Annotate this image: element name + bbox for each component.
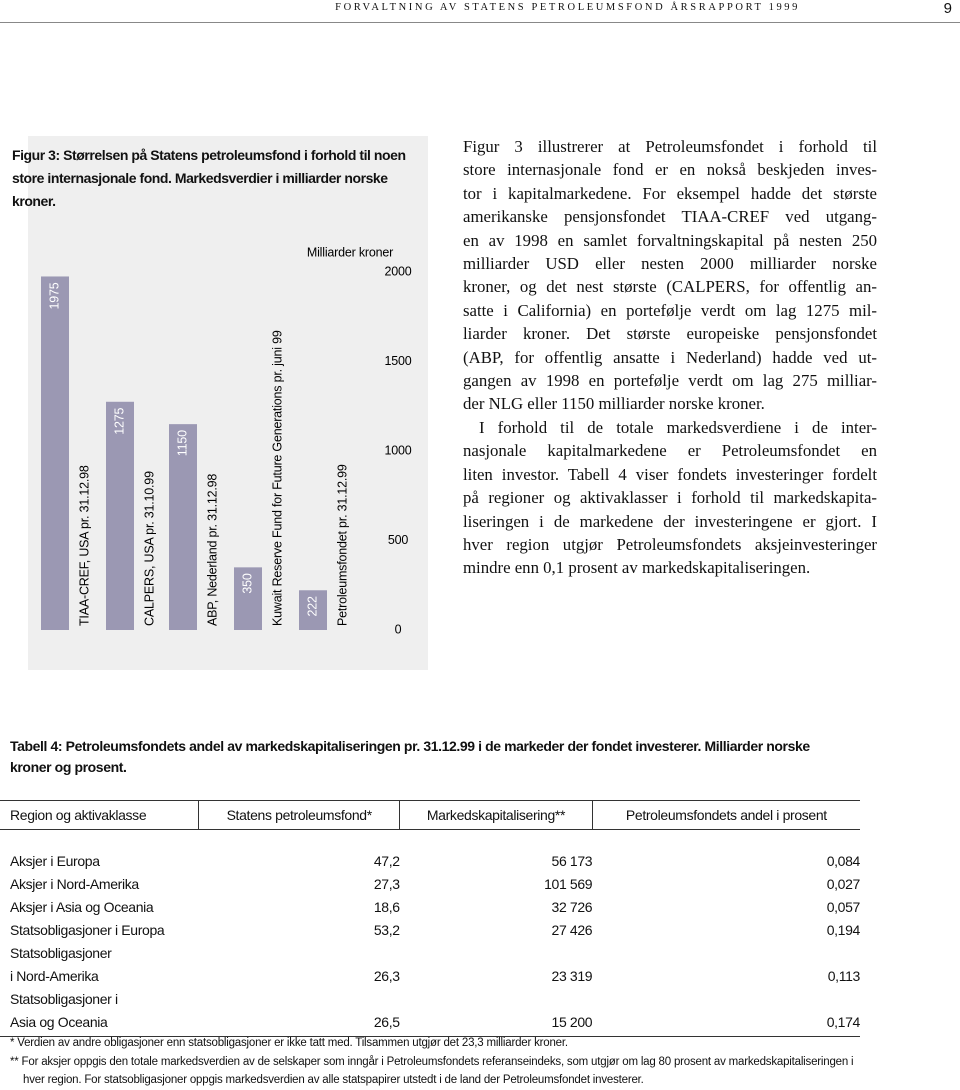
x-tick-label: ABP, Nederland pr. 31.12.98 xyxy=(205,474,219,626)
text-line: en av 1998 en samlet forvaltningskapital… xyxy=(463,230,877,250)
table-cell: 0,027 xyxy=(826,876,861,892)
y-tick-label: 500 xyxy=(388,533,409,547)
text-line: liarder kroner. Det største europeiske p… xyxy=(463,324,877,344)
table-cell: Statsobligasjoner i Europa xyxy=(10,922,165,938)
value-label: 1275 xyxy=(112,408,126,435)
text-line: kroner, og det nest største (CALPERS, fo… xyxy=(463,277,877,297)
y-axis-title: Milliarder kroner xyxy=(307,245,393,259)
figure-caption: Figur 3: Størrelsen på Statens petroleum… xyxy=(12,147,406,209)
table-row: Aksjer i Europa 47,2 56 173 0,084 xyxy=(0,830,860,874)
table-cell: 0,194 xyxy=(826,922,861,938)
table-row: Statsobligasjoner i Europa 53,2 27 426 0,19… xyxy=(0,919,860,942)
running-title: FORVALTNING AV STATENS PETROLEUMSFOND ÅR… xyxy=(335,2,800,13)
table-cell: 26,3 xyxy=(373,968,400,984)
text-line: nasjonale kapitalmarkedene er Petroleums… xyxy=(463,441,877,461)
table-cell: 101 569 xyxy=(544,876,593,892)
text-line: (ABP, for offentlig ansatte i Nederland)… xyxy=(463,347,877,367)
body-text: Figur 3 illustrerer at Petroleumsfondet … xyxy=(463,135,877,580)
header-rule xyxy=(0,22,960,23)
x-tick-label: Petroleumsfondet pr. 31.12.99 xyxy=(335,464,349,626)
table-cell: 18,6 xyxy=(373,899,400,915)
text-line: der NLG eller 1150 milliarder norske kro… xyxy=(463,394,765,414)
footnotes: * Verdien av andre obligasjoner enn stat… xyxy=(10,1034,870,1090)
value-label: 1150 xyxy=(175,430,189,456)
table-cell: 0,113 xyxy=(827,968,861,984)
table-cell: 26,5 xyxy=(198,988,400,1037)
text-line: tor i kapitalmarkedene. For eksempel had… xyxy=(463,183,877,203)
header-row: Region og aktivaklasse Statens petroleums… xyxy=(0,800,860,830)
y-tick-label: 2000 xyxy=(384,264,411,278)
text-line: hver region utgjør Petroleumsfondets aks… xyxy=(463,534,877,554)
table-cell: 0,084 xyxy=(826,853,861,869)
bar xyxy=(299,590,327,630)
table-cell: 47,2 xyxy=(373,853,400,869)
text-line: satte i California) en portefølje verdt … xyxy=(463,300,877,320)
footnote: * Verdien av andre obligasjoner enn stat… xyxy=(10,1037,568,1049)
footnote: ** For aksjer oppgis den totale markedsv… xyxy=(10,1055,854,1087)
bar xyxy=(234,567,262,630)
table-cell: 27,3 xyxy=(373,876,400,892)
table-cell: Statsobligasjoner i Asia og Oceania xyxy=(0,988,199,1037)
table-cell: 32 726 xyxy=(551,899,593,915)
table-cell: 53,2 xyxy=(373,922,400,938)
table-row: Aksjer i Asia og Oceania 18,6 32 726 0,057 xyxy=(0,896,860,919)
y-tick-label: 1000 xyxy=(384,443,411,457)
table-cell: Statsobligasjoner i Nord-Amerika xyxy=(10,945,112,984)
data-table: Region og aktivaklasse Statens petroleums… xyxy=(0,800,860,1037)
bar xyxy=(106,401,134,630)
table-row: Statsobligasjoner i Asia og Oceania 26,5 1… xyxy=(0,988,860,1037)
text-line: store internasjonale fond er en nokså be… xyxy=(463,160,877,180)
table-body: Aksjer i Europa 47,2 56 173 0,084 Aksjer i N… xyxy=(0,830,860,1037)
column-header: Petroleumsfondets andel i prosent xyxy=(591,800,860,830)
table-cell: 27 426 xyxy=(551,922,593,938)
table-row: Statsobligasjoner i Nord-Amerika 26,3 23 3… xyxy=(0,942,860,988)
figure-background xyxy=(28,136,428,670)
column-header: Statens petroleumsfond* xyxy=(198,800,400,830)
text-line: milliarder USD eller nesten 2000 milliar… xyxy=(463,254,877,274)
text-line: mindre enn 0,1 prosent av markedskapital… xyxy=(463,558,811,578)
table-cell: Aksjer i Europa xyxy=(10,853,100,869)
table-cell: Aksjer i Nord-Amerika xyxy=(10,876,139,892)
column-header: Region og aktivaklasse xyxy=(0,800,199,830)
text-line: liseringen i de markedene der investerin… xyxy=(463,511,877,531)
text-line: liten investor. Tabell 4 viser fondets i… xyxy=(463,464,877,484)
text-line: amerikanske pensjonsfondet TIAA-CREF ved… xyxy=(463,207,877,227)
text-line: I forhold til de totale markedsverdiene … xyxy=(479,417,877,437)
table-row: Aksjer i Nord-Amerika 27,3 101 569 0,027 xyxy=(0,873,860,896)
table-title: Tabell 4: Petroleumsfondets andel av mar… xyxy=(10,738,810,775)
page-number: 9 xyxy=(943,0,952,17)
bar xyxy=(41,276,69,630)
value-label: 350 xyxy=(240,573,254,594)
value-label: 1975 xyxy=(47,282,61,309)
x-tick-label: TIAA-CREF, USA pr. 31.12.98 xyxy=(77,465,91,626)
table-cell: 23 319 xyxy=(551,968,593,984)
value-label: 222 xyxy=(305,596,319,617)
bar xyxy=(169,424,197,630)
text-line: gangen av 1998 en portefølje verdt om la… xyxy=(463,371,877,391)
table-cell: 0,174 xyxy=(592,988,860,1037)
x-tick-label: Kuwait Reserve Fund for Future Generatio… xyxy=(270,330,284,626)
table-cell: 56 173 xyxy=(551,853,593,869)
column-header: Markedskapitalisering** xyxy=(399,800,593,830)
y-tick-label: 0 xyxy=(395,622,402,636)
table-cell: 0,057 xyxy=(826,899,861,915)
table-cell: 15 200 xyxy=(399,988,593,1037)
text-line: på regioner og aktivaklasser i forhold t… xyxy=(463,488,877,508)
y-tick-label: 1500 xyxy=(384,354,411,368)
x-tick-label: CALPERS, USA pr. 31.10.99 xyxy=(142,471,156,626)
text-line: Figur 3 illustrerer at Petroleumsfondet … xyxy=(463,137,877,156)
table-cell: Aksjer i Asia og Oceania xyxy=(10,899,154,915)
chart: Milliarder kroner 0 500 1000 1500 2000 1975 TI… xyxy=(41,245,412,636)
